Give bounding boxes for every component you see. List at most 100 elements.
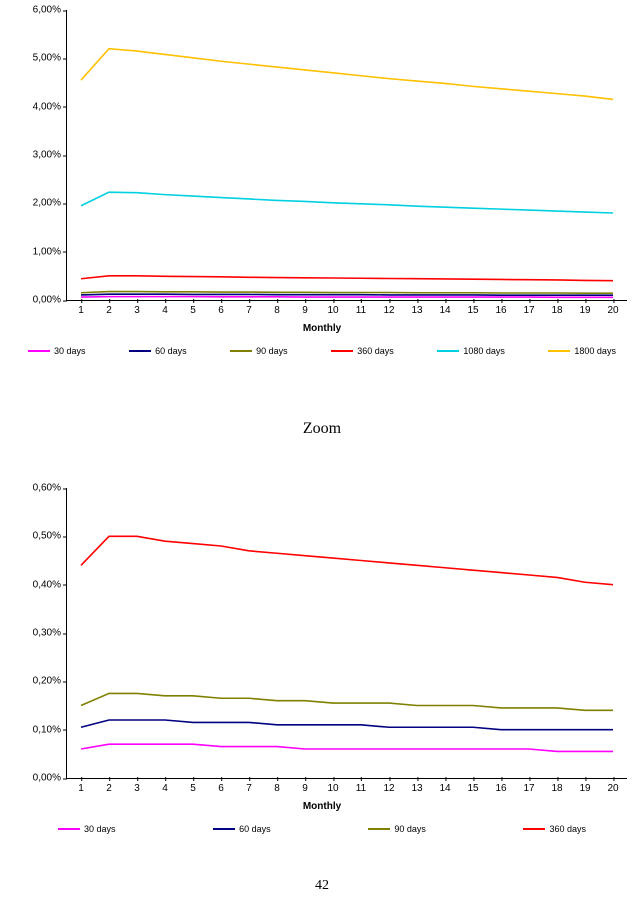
- legend-label: 1800 days: [574, 346, 616, 356]
- top-legend-item: 360 days: [331, 346, 394, 356]
- bottom-xtick: 3: [134, 783, 140, 794]
- legend-label: 60 days: [155, 346, 187, 356]
- top-ytick: 0,00%: [17, 295, 61, 306]
- top-xtick: 19: [579, 305, 590, 316]
- top-ytick: 3,00%: [17, 150, 61, 161]
- bottom-ytick: 0,00%: [17, 773, 61, 784]
- top-xtick: 1: [78, 305, 84, 316]
- legend-swatch: [28, 350, 50, 352]
- legend-label: 360 days: [549, 824, 586, 834]
- legend-swatch: [523, 828, 545, 830]
- bottom-ytick: 0,10%: [17, 724, 61, 735]
- top-xtick: 14: [439, 305, 450, 316]
- bottom-legend-item: 90 days: [368, 824, 426, 834]
- legend-swatch: [548, 350, 570, 352]
- top-xtick: 8: [274, 305, 280, 316]
- bottom-chart-plot: 0,00%0,10%0,20%0,30%0,40%0,50%0,60%12345…: [66, 488, 627, 779]
- bottom-xtick: 17: [523, 783, 534, 794]
- top-legend-item: 1800 days: [548, 346, 616, 356]
- bottom-xtick: 7: [246, 783, 252, 794]
- legend-swatch: [230, 350, 252, 352]
- legend-swatch: [58, 828, 80, 830]
- bottom-xtick: 6: [218, 783, 224, 794]
- bottom-xtick: 20: [607, 783, 618, 794]
- top-xtick: 4: [162, 305, 168, 316]
- bottom-xtick: 19: [579, 783, 590, 794]
- top-chart-plot: 0,00%1,00%2,00%3,00%4,00%5,00%6,00%12345…: [66, 10, 627, 301]
- bottom-xtick: 12: [383, 783, 394, 794]
- bottom-xtick: 2: [106, 783, 112, 794]
- top-xtick: 11: [356, 305, 366, 316]
- zoom-title: Zoom: [18, 420, 626, 438]
- bottom-xtick: 9: [302, 783, 308, 794]
- top-series-line: [81, 297, 613, 298]
- legend-swatch: [331, 350, 353, 352]
- bottom-chart-xlabel: Monthly: [18, 801, 626, 812]
- top-xtick: 13: [411, 305, 422, 316]
- page-number: 42: [18, 878, 626, 894]
- bottom-xtick: 4: [162, 783, 168, 794]
- bottom-xtick: 15: [467, 783, 478, 794]
- legend-label: 60 days: [239, 824, 271, 834]
- top-ytick: 2,00%: [17, 198, 61, 209]
- legend-label: 30 days: [84, 824, 116, 834]
- bottom-series-line: [81, 744, 613, 751]
- top-xtick: 15: [467, 305, 478, 316]
- bottom-xtick: 5: [190, 783, 196, 794]
- legend-label: 360 days: [357, 346, 394, 356]
- top-xtick: 16: [495, 305, 506, 316]
- top-xtick: 17: [523, 305, 534, 316]
- top-chart: 0,00%1,00%2,00%3,00%4,00%5,00%6,00%12345…: [18, 10, 626, 360]
- bottom-legend-item: 60 days: [213, 824, 271, 834]
- top-xtick: 7: [246, 305, 252, 316]
- bottom-chart-legend: 30 days 60 days 90 days 360 days: [18, 812, 626, 838]
- legend-label: 1080 days: [463, 346, 505, 356]
- bottom-xtick: 8: [274, 783, 280, 794]
- top-xtick: 3: [134, 305, 140, 316]
- bottom-ytick: 0,50%: [17, 531, 61, 542]
- bottom-series-line: [81, 536, 613, 584]
- bottom-series-line: [81, 720, 613, 730]
- top-ytick: 1,00%: [17, 246, 61, 257]
- bottom-series-line: [81, 693, 613, 710]
- top-ytick: 5,00%: [17, 53, 61, 64]
- bottom-xtick: 1: [78, 783, 84, 794]
- top-ytick: 6,00%: [17, 5, 61, 16]
- legend-label: 30 days: [54, 346, 86, 356]
- top-xtick: 2: [106, 305, 112, 316]
- bottom-xtick: 14: [439, 783, 450, 794]
- top-legend-item: 30 days: [28, 346, 86, 356]
- top-series-line: [81, 49, 613, 100]
- bottom-ytick: 0,20%: [17, 676, 61, 687]
- top-ytick: 4,00%: [17, 101, 61, 112]
- bottom-xtick: 13: [411, 783, 422, 794]
- bottom-legend-item: 360 days: [523, 824, 586, 834]
- top-legend-item: 60 days: [129, 346, 187, 356]
- top-xtick: 12: [383, 305, 394, 316]
- legend-swatch: [437, 350, 459, 352]
- bottom-chart: 0,00%0,10%0,20%0,30%0,40%0,50%0,60%12345…: [18, 488, 626, 838]
- legend-swatch: [213, 828, 235, 830]
- legend-label: 90 days: [256, 346, 288, 356]
- bottom-xtick: 16: [495, 783, 506, 794]
- bottom-ytick: 0,60%: [17, 483, 61, 494]
- bottom-xtick: 10: [327, 783, 338, 794]
- top-xtick: 9: [302, 305, 308, 316]
- top-legend-item: 90 days: [230, 346, 288, 356]
- top-series-line: [81, 294, 613, 295]
- bottom-ytick: 0,30%: [17, 628, 61, 639]
- bottom-legend-item: 30 days: [58, 824, 116, 834]
- bottom-ytick: 0,40%: [17, 579, 61, 590]
- bottom-xtick: 18: [551, 783, 562, 794]
- top-xtick: 18: [551, 305, 562, 316]
- top-xtick: 10: [327, 305, 338, 316]
- top-xtick: 6: [218, 305, 224, 316]
- bottom-xtick: 11: [356, 783, 366, 794]
- top-series-line: [81, 192, 613, 213]
- top-xtick: 5: [190, 305, 196, 316]
- top-xtick: 20: [607, 305, 618, 316]
- legend-swatch: [129, 350, 151, 352]
- top-chart-legend: 30 days 60 days 90 days 360 days 1080 days 18…: [18, 334, 626, 360]
- top-legend-item: 1080 days: [437, 346, 505, 356]
- top-series-line: [81, 276, 613, 281]
